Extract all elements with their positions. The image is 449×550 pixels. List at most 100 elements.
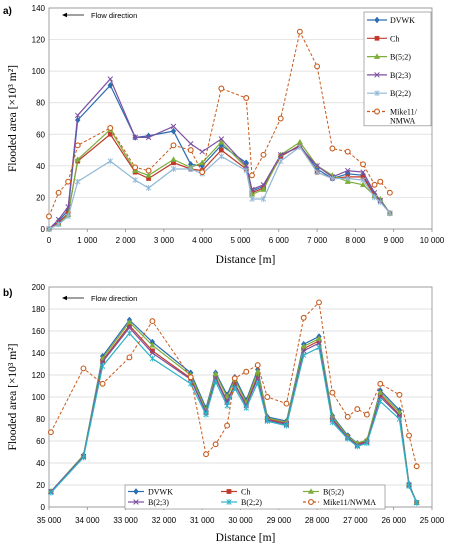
data-point <box>413 463 420 470</box>
chart-panel-a: 0 20 40 60 80 100 120 140 0 1 000 2 000 3 000 4 000 5… <box>3 4 445 266</box>
legend-box <box>363 11 432 127</box>
data-point <box>264 394 271 400</box>
x-axis-label: Distance [m] <box>216 254 276 266</box>
legend-label: Mike11/ <box>390 108 418 117</box>
y-tick-label: 120 <box>32 371 46 380</box>
legend: DVWK Ch B(5;2) B(2;3) B(2;2) Mike11/NMWA <box>363 11 432 127</box>
data-point <box>212 370 219 377</box>
data-point <box>170 142 177 149</box>
data-point <box>300 314 307 321</box>
data-point <box>223 393 231 400</box>
data-point <box>65 213 71 220</box>
x-tick-label: 34 000 <box>75 516 100 525</box>
data-point <box>243 405 249 411</box>
data-point <box>254 368 261 374</box>
data-point <box>386 189 393 196</box>
data-point <box>360 169 366 175</box>
chart-panel-b: 0 20 40 60 80 100 120 140 160 180 200 35 000 34 000 3… <box>3 283 445 544</box>
data-point <box>55 216 62 223</box>
y-tick-label: 20 <box>36 193 45 202</box>
data-point <box>413 499 420 506</box>
data-point <box>199 148 205 155</box>
panel-label: b) <box>3 288 12 299</box>
data-point <box>254 375 261 382</box>
data-point <box>296 138 303 145</box>
data-point <box>277 158 284 165</box>
data-point <box>218 153 225 160</box>
data-point <box>344 167 351 174</box>
data-point <box>132 134 138 141</box>
x-tick-label: 0 <box>47 236 52 245</box>
data-point <box>170 123 177 130</box>
data-point <box>283 422 290 429</box>
data-point <box>218 136 225 142</box>
data-point <box>145 134 152 141</box>
data-point <box>329 389 336 396</box>
data-point <box>48 489 54 496</box>
x-tick-label: 3 000 <box>154 236 175 245</box>
legend-marker <box>133 488 139 495</box>
flow-arrow-head <box>62 12 67 18</box>
legend-label: Ch <box>241 488 250 497</box>
series-line <box>48 30 391 217</box>
data-point <box>260 186 267 192</box>
data-point <box>126 318 133 325</box>
data-point <box>145 172 152 178</box>
x-tick-label: 6 000 <box>269 236 290 245</box>
data-point <box>126 330 133 337</box>
data-point <box>345 175 351 182</box>
data-point <box>75 178 81 185</box>
data-point <box>360 161 367 168</box>
data-point <box>300 348 307 354</box>
x-tick-label: 4 000 <box>192 236 213 245</box>
flow-direction-label: Flow direction <box>91 294 137 303</box>
x-tick-label: 9 000 <box>384 236 405 245</box>
legend-marker <box>226 489 232 494</box>
data-point <box>396 409 403 415</box>
x-tick-label: 5 000 <box>230 236 251 245</box>
data-point <box>46 213 52 220</box>
data-point <box>187 147 194 154</box>
legend-label: B(2;2) <box>241 498 262 507</box>
legend-box <box>124 484 386 510</box>
data-point <box>99 363 106 370</box>
data-point <box>364 440 370 447</box>
data-point <box>65 178 72 185</box>
data-point <box>329 419 336 426</box>
data-point <box>354 406 361 413</box>
data-point <box>354 443 361 450</box>
legend-label: NMWA <box>390 117 416 126</box>
data-point <box>377 398 384 405</box>
data-point <box>199 159 206 165</box>
data-point <box>314 63 321 70</box>
legend-marker <box>133 499 139 505</box>
data-point <box>170 127 177 135</box>
data-point <box>99 380 106 387</box>
y-tick-label: 140 <box>32 349 46 358</box>
y-tick-label: 0 <box>41 225 46 234</box>
data-point <box>187 166 194 172</box>
data-point <box>300 343 307 349</box>
data-point <box>74 142 81 149</box>
x-tick-label: 7 000 <box>307 236 328 245</box>
y-tick-label: 40 <box>36 459 45 468</box>
legend-marker <box>374 16 380 24</box>
x-tick-label: 27 000 <box>343 516 368 525</box>
panel-label: a) <box>3 6 12 17</box>
y-tick-label: 20 <box>36 481 45 490</box>
x-tick-label: 1 000 <box>77 236 98 245</box>
data-point <box>231 375 238 382</box>
x-tick-label: 29 000 <box>267 516 292 525</box>
data-point <box>396 416 403 422</box>
legend-label: B(2;3) <box>148 498 169 507</box>
y-tick-label: 100 <box>32 393 46 402</box>
data-point <box>283 400 290 407</box>
x-tick-label: 10 000 <box>420 236 445 245</box>
data-point <box>360 177 366 183</box>
data-point <box>212 441 219 448</box>
data-point <box>55 189 62 196</box>
series-line <box>48 84 391 230</box>
y-tick-label: 100 <box>32 67 46 76</box>
data-point <box>254 362 261 369</box>
data-point <box>377 389 384 395</box>
